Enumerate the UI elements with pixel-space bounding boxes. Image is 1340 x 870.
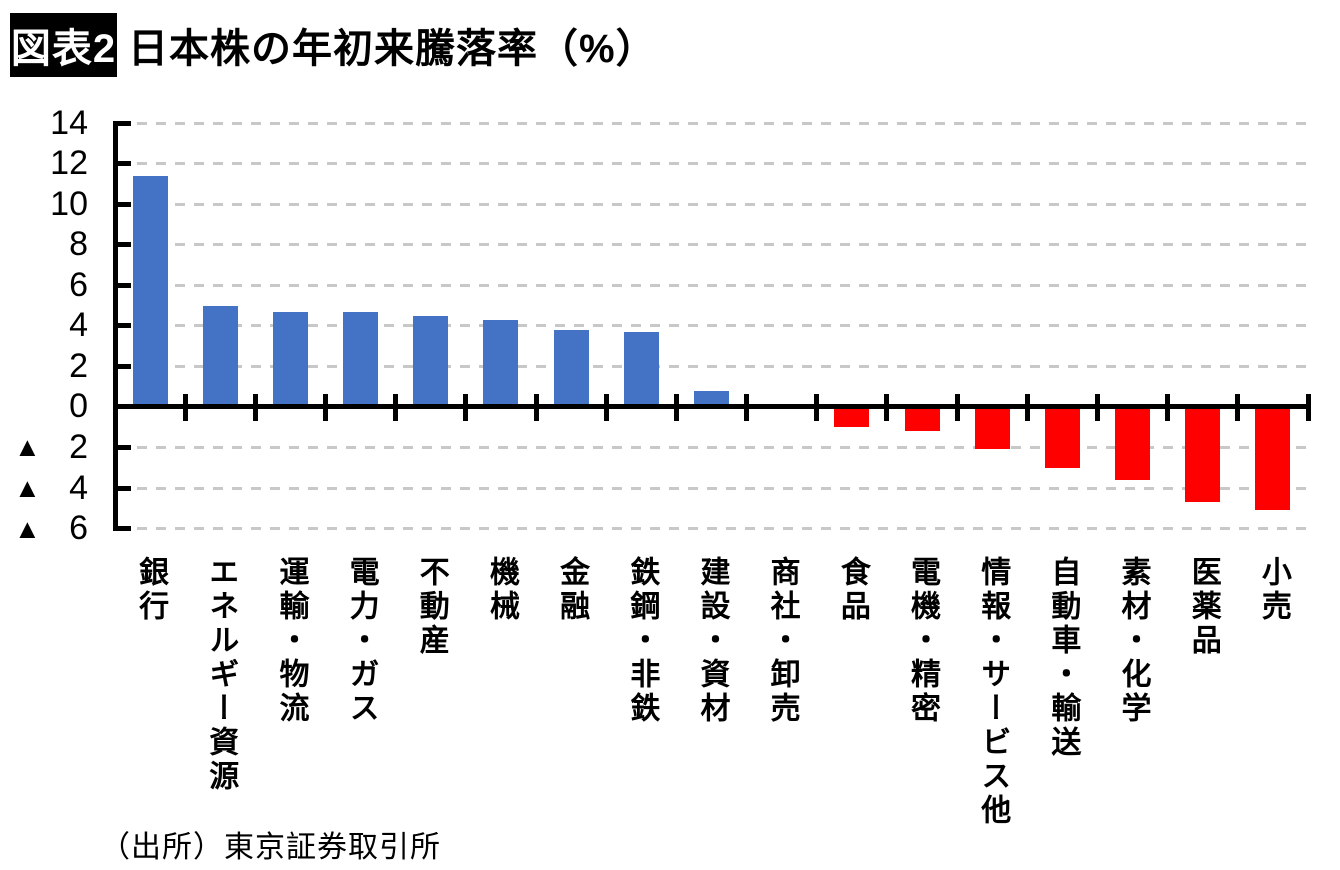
y-tick-label: 14 [50,103,88,142]
y-axis-tick [118,485,131,491]
x-axis-tick [323,393,329,421]
negative-triangle-icon: ▲ [14,513,41,544]
bar [974,406,1010,450]
y-tick-label: 4 [69,306,88,345]
y-axis-tick [118,282,131,288]
x-category-label: 鉄鋼・非鉄 [625,556,659,726]
x-axis-tick [393,393,399,421]
gridline [118,283,1308,287]
x-category-label: 自動車・輸送 [1046,556,1080,760]
gridline [118,486,1308,490]
gridline [118,162,1308,166]
y-axis-tick [118,444,131,450]
bar [1115,406,1151,480]
x-category-label: 建設・資材 [695,556,729,726]
y-axis-tick [118,161,131,167]
y-axis-tick [118,242,131,248]
x-axis-line [113,404,1311,410]
x-category-label: 運輸・物流 [274,556,308,726]
x-category-label: 商社・卸売 [765,556,799,726]
bar [694,390,729,407]
x-category-label: 電機・精密 [906,556,940,726]
figure-title: 日本株の年初来騰落率（%） [128,27,657,71]
bar [904,406,940,432]
x-axis-tick [1305,393,1311,421]
bar [413,315,449,407]
x-category-label: エネルギー資源 [204,556,238,794]
negative-triangle-icon: ▲ [14,473,41,504]
gridline [118,243,1308,247]
x-category-label: 機械 [484,556,518,624]
y-tick-label: 8 [69,225,88,264]
x-category-label: 素材・化学 [1116,556,1150,726]
x-category-label: 銀行 [134,556,168,624]
bar [272,311,308,407]
gridline [118,445,1308,449]
y-tick-label: ▲ 2 [14,426,88,468]
x-category-label: 医薬品 [1186,556,1220,658]
bar [553,329,589,407]
y-tick-value: 4 [69,468,88,507]
y-tick-label: 0 [69,387,88,426]
y-tick-label: ▲ 4 [14,467,88,509]
x-axis-tick [182,393,188,421]
bar [1255,406,1291,511]
x-axis-tick [603,393,609,421]
gridline [118,202,1308,206]
y-tick-label: 2 [69,346,88,385]
gridline [118,364,1308,368]
x-category-label: 金融 [555,556,589,624]
x-axis-tick [1165,393,1171,421]
x-axis-tick [744,393,750,421]
gridline [118,121,1308,125]
negative-triangle-icon: ▲ [14,432,41,463]
bar [132,175,168,407]
x-category-label: 不動産 [414,556,448,658]
bar [623,331,659,407]
gridline [118,324,1308,328]
y-axis-tick [118,201,131,207]
x-category-label: 小売 [1256,556,1290,624]
x-axis-tick [814,393,820,421]
source-note: （出所）東京証券取引所 [100,831,441,864]
bar [1185,406,1221,503]
bar [483,319,519,407]
bar [834,406,870,428]
bar [1044,406,1080,468]
x-axis-tick [533,393,539,421]
x-axis-tick [673,393,679,421]
bar [202,305,238,407]
y-tick-label: 6 [69,265,88,304]
y-axis-tick [118,363,131,369]
y-tick-value: 6 [69,509,88,548]
y-axis-tick [118,526,131,532]
x-axis-tick [1235,393,1241,421]
x-category-label: 食品 [835,556,869,624]
y-tick-label: 10 [50,184,88,223]
y-axis-tick [118,120,131,126]
x-category-label: 情報・サービス他 [976,556,1010,828]
y-axis-tick [118,323,131,329]
x-category-label: 電力・ガス [344,556,378,726]
x-axis-tick [463,393,469,421]
x-axis-tick [252,393,258,421]
figure-tag: 図表2 [10,13,117,77]
gridline [118,527,1308,531]
x-axis-tick [954,393,960,421]
x-axis-tick [1094,393,1100,421]
bar [343,311,379,407]
y-tick-label: ▲ 6 [14,508,88,550]
y-axis-line [113,121,118,531]
y-tick-label: 12 [50,144,88,183]
x-axis-tick [884,393,890,421]
x-axis-tick [1024,393,1030,421]
y-tick-value: 2 [69,427,88,466]
